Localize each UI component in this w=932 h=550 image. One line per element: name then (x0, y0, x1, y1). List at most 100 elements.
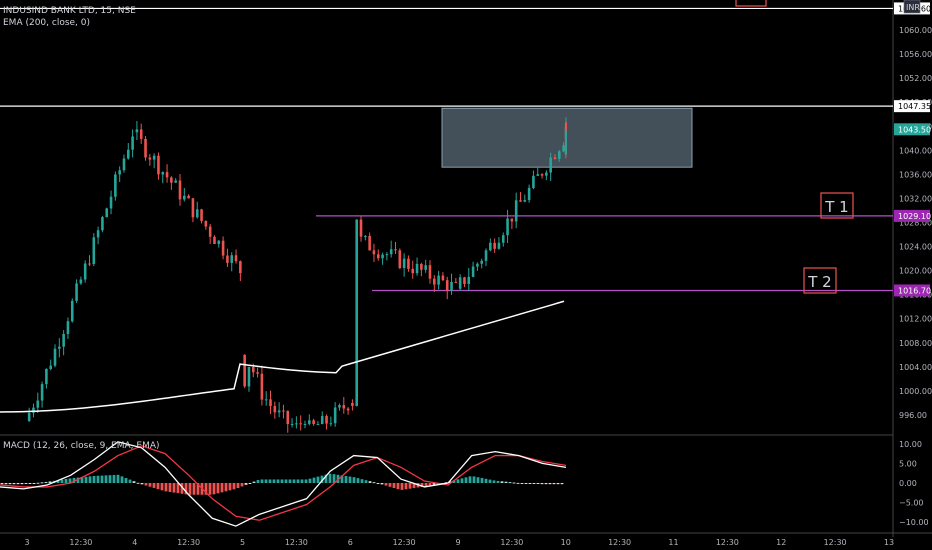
macd-histogram-bar (332, 474, 336, 483)
macd-histogram-bar (228, 483, 232, 491)
currency-badge: INR (906, 3, 920, 12)
macd-histogram-bar (340, 475, 344, 483)
y-tick-label: 1024.00 (899, 243, 932, 252)
candle-body (467, 276, 471, 284)
macd-y-tick-label: −5.00 (899, 499, 924, 508)
candle-body (277, 410, 281, 413)
high-price-badge: 1047.35 (898, 102, 931, 111)
macd-y-tick-label: 0.00 (899, 479, 917, 488)
candle-body (346, 408, 350, 411)
macd-histogram-bar (260, 479, 264, 483)
candle-body (364, 235, 367, 237)
x-tick-label: 12:30 (393, 538, 416, 547)
x-tick-label: 12:30 (285, 538, 308, 547)
candle-body (368, 235, 371, 251)
candle-body (445, 280, 449, 291)
macd-histogram-bar (12, 483, 16, 485)
macd-histogram-bar (484, 478, 488, 483)
x-tick-label: 11 (668, 538, 678, 547)
macd-histogram-bar (532, 483, 536, 484)
candle-body (62, 333, 65, 347)
macd-histogram-bar (88, 476, 92, 483)
macd-histogram-bar (516, 482, 520, 484)
macd-histogram-bar (272, 479, 276, 483)
candle-body (282, 410, 285, 412)
candle-body (411, 268, 415, 274)
macd-histogram-bar (100, 475, 104, 483)
macd-histogram-bar (120, 476, 124, 483)
macd-histogram-bar (464, 477, 468, 483)
candle-body (441, 275, 445, 281)
candle-body (394, 249, 397, 251)
candle-body (126, 149, 130, 159)
macd-histogram-bar (240, 483, 244, 487)
candle-body (83, 263, 87, 280)
macd-histogram-bar (552, 483, 556, 485)
candle-body (564, 138, 567, 149)
candle-body (286, 410, 290, 424)
macd-histogram-bar (36, 482, 40, 484)
candle-body (407, 258, 410, 269)
last-price-badge: 1043.50 (898, 125, 931, 134)
macd-histogram-bar (324, 474, 328, 483)
y-tick-label: 996.00 (899, 411, 927, 420)
candle-body (66, 321, 70, 334)
x-tick-label: 12:30 (69, 538, 92, 547)
macd-histogram-bar (204, 483, 208, 495)
t2-label-box (803, 267, 837, 294)
macd-histogram-bar (540, 483, 544, 485)
macd-histogram-bar (60, 479, 64, 483)
macd-histogram-bar (192, 483, 196, 495)
candle-body (79, 279, 83, 284)
candle-body (157, 155, 160, 175)
macd-histogram-bar (16, 483, 20, 485)
candle-body (564, 122, 567, 129)
x-tick-label: 13 (884, 538, 894, 547)
candle-body (70, 300, 74, 322)
candle-body (564, 148, 567, 155)
macd-histogram-bar (28, 483, 32, 484)
candle-body (239, 261, 242, 274)
macd-histogram-bar (328, 473, 332, 483)
macd-histogram-bar (268, 479, 272, 483)
candle-body (329, 423, 333, 425)
macd-histogram-bar (404, 483, 408, 490)
candle-body (251, 366, 255, 373)
macd-y-tick-label: −10.00 (899, 518, 929, 527)
candle-body (372, 250, 376, 255)
candle-body (545, 172, 548, 176)
macd-histogram-bar (208, 483, 212, 495)
macd-histogram-bar (488, 479, 492, 483)
macd-histogram-bar (232, 483, 236, 490)
candle-body (316, 423, 320, 425)
x-tick-label: 5 (240, 538, 245, 547)
candle-body (256, 372, 259, 374)
candle-body (135, 129, 139, 133)
macd-histogram-bar (112, 474, 116, 483)
macd-histogram-bar (408, 483, 412, 489)
macd-histogram-bar (560, 483, 564, 485)
macd-histogram-bar (132, 481, 136, 483)
macd-histogram-bar (76, 477, 80, 483)
macd-histogram-bar (344, 475, 348, 483)
candle-body (493, 242, 496, 249)
candle-body (484, 250, 488, 261)
macd-histogram-bar (548, 483, 552, 485)
x-tick-label: 12:30 (824, 538, 847, 547)
candle-body (536, 174, 540, 176)
macd-histogram-bar (172, 483, 176, 493)
macd-histogram-bar (236, 483, 240, 489)
y-tick-label: 1000.00 (899, 387, 932, 396)
macd-histogram-bar (504, 481, 508, 483)
macd-histogram-bar (460, 478, 464, 483)
candle-body (221, 240, 225, 256)
macd-histogram-bar (492, 480, 496, 483)
macd-histogram-bar (56, 480, 60, 483)
macd-histogram-bar (432, 483, 436, 485)
y-tick-label: 1060.00 (899, 26, 932, 35)
macd-histogram-bar (32, 483, 36, 484)
candle-body (109, 196, 113, 209)
x-tick-label: 12:30 (177, 538, 200, 547)
candle-body (553, 157, 557, 159)
